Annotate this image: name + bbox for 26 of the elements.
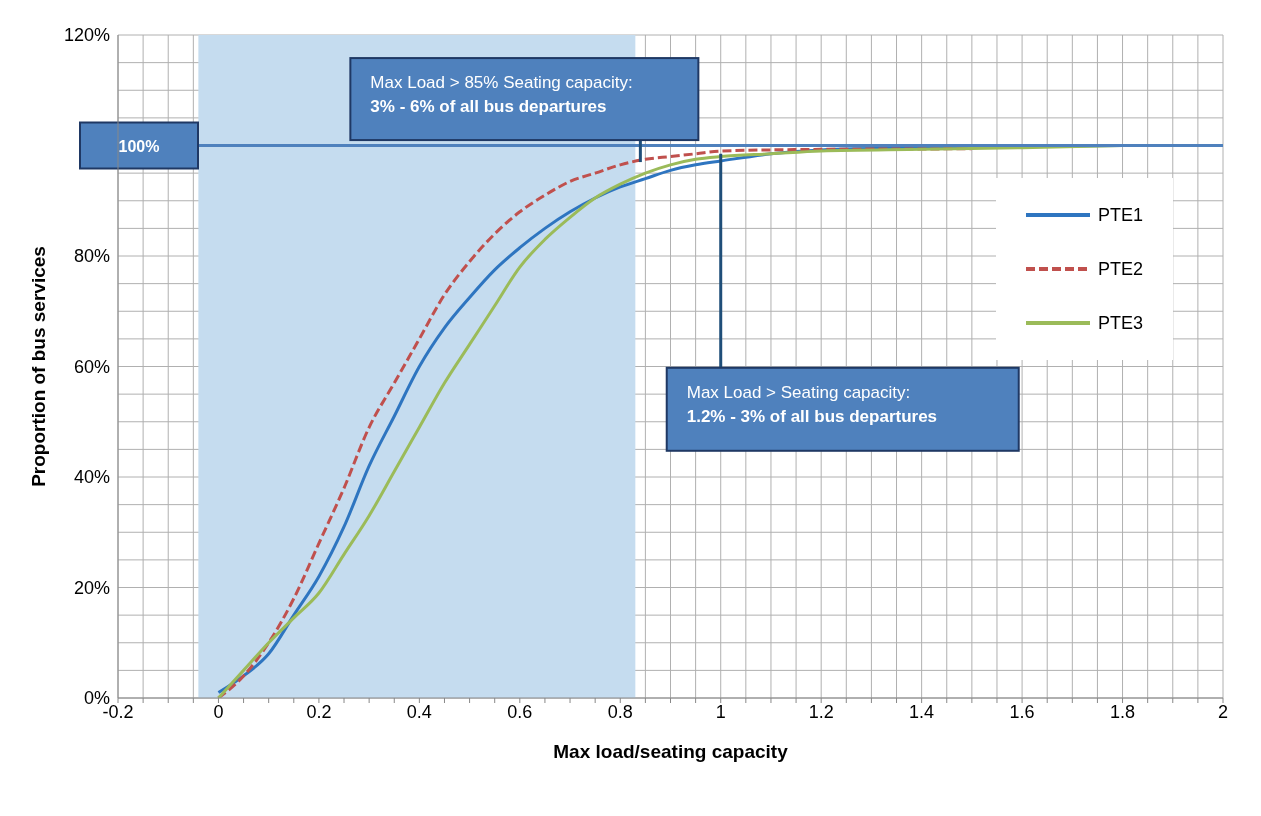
legend-label: PTE1 [1097,204,1143,226]
y-tick-label: 40% [73,467,110,488]
label-box: 100% [79,121,199,170]
x-tick-label: 0.2 [306,701,332,722]
x-tick-label: 0 [213,701,224,722]
y-tick-label: 60% [73,356,110,377]
x-tick-label: 0.6 [507,701,533,722]
y-tick-label: 20% [73,577,110,598]
x-tick-label: 0.8 [607,701,633,722]
x-tick-label: 1 [715,701,726,722]
annotation: Max Load > 85% Seating capacity: 3% - 6% of all bus departures [370,73,633,117]
x-tick-label: 1.6 [1009,701,1035,722]
x-axis-title: Max load/seating capacity [553,741,789,762]
x-tick-label: 1.8 [1110,701,1136,722]
x-tick-label: 0.4 [406,701,432,722]
y-tick-label: 120% [63,25,110,46]
y-axis-title: Proportion of bus services [27,246,49,487]
annotation: Max Load > Seating capacity: 1.2% - 3% of all bus departures [686,382,938,426]
legend-label: PTE3 [1097,312,1143,334]
legend-label: PTE2 [1097,258,1143,280]
x-tick-label: 1.4 [909,701,935,722]
ref-line-label: 100% [118,137,160,155]
x-tick-label: 1.2 [808,701,834,722]
callout-box: Max Load > Seating capacity: 1.2% - 3% of all bus departures [665,153,1020,452]
x-tick-label: 2 [1217,701,1229,722]
y-tick-label: 80% [73,246,110,267]
